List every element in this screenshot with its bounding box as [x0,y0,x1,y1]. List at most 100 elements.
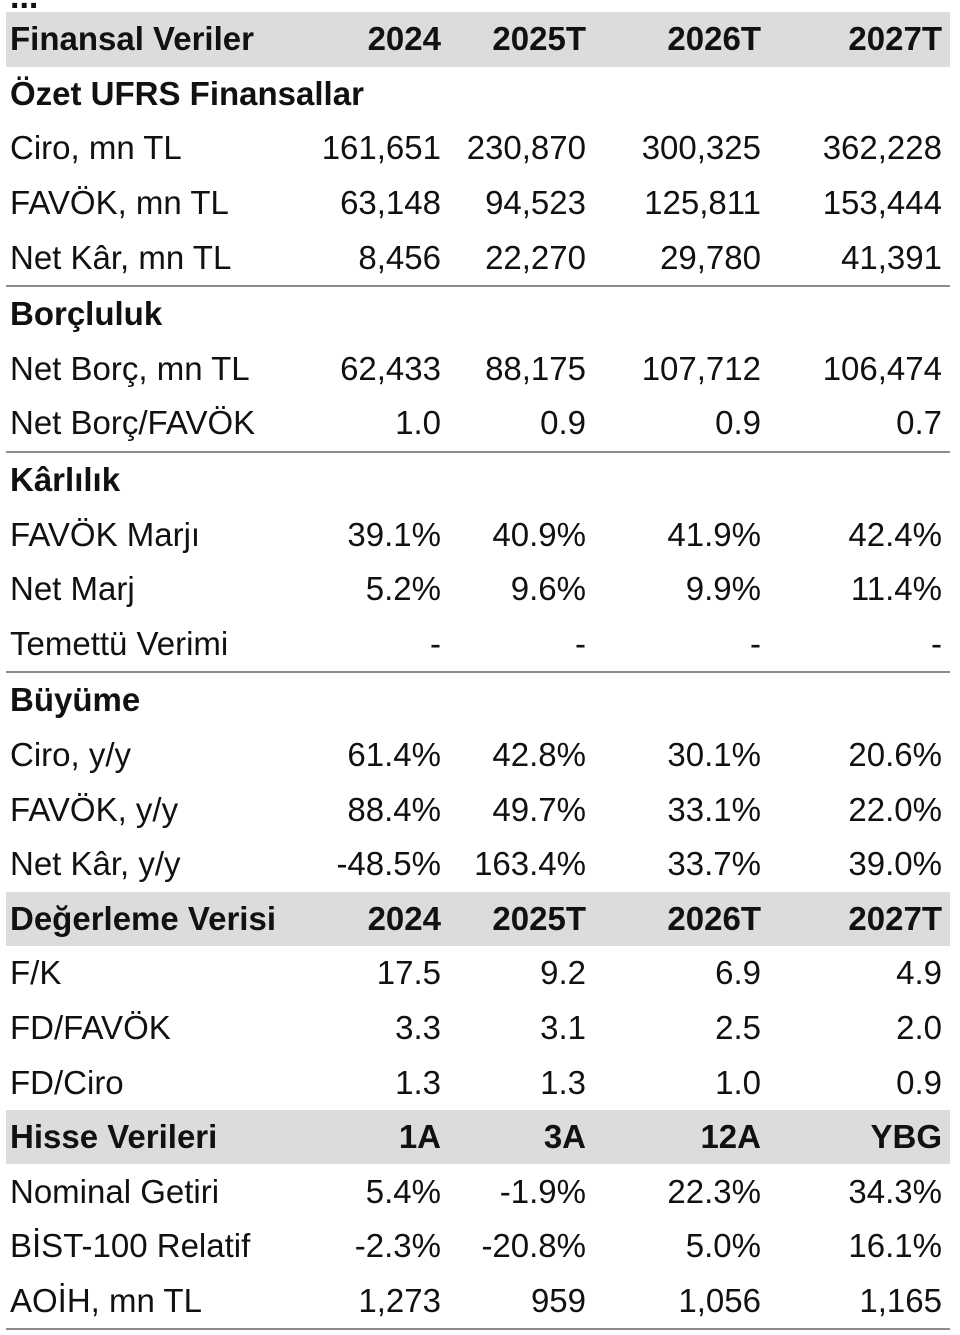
table-row: FAVÖK, mn TL 63,148 94,523 125,811 153,4… [6,176,950,231]
column-header: 2025T [449,891,594,947]
cell-value: -1.9% [499,1172,586,1210]
cell-value: 41.9% [667,515,761,553]
column-header: 2024 [304,891,449,947]
column-header: 2024 [304,12,449,67]
column-header: 2027T [769,12,950,67]
cell-value: 362,228 [822,129,942,167]
table-row: F/K 17.5 9.2 6.9 4.9 [6,946,950,1001]
cell-value: 6.9 [715,954,761,992]
table-row: FD/FAVÖK 3.3 3.1 2.5 2.0 [6,1001,950,1056]
cell-value: 22.3% [667,1172,761,1210]
cell-value: -48.5% [336,845,441,883]
cell-value: 1.3 [540,1063,586,1101]
row-label: Ciro, y/y [10,736,132,774]
row-label: FAVÖK, mn TL [10,184,229,222]
table-row: Net Borç, mn TL 62,433 88,175 107,712 10… [6,342,950,397]
row-label: Net Marj [10,570,135,608]
header-label: Finansal Veriler [6,12,304,67]
cell-value: 4.9 [896,954,942,992]
table-row: Net Kâr, y/y -48.5% 163.4% 33.7% 39.0% [6,837,950,892]
column-header: 1A [304,1109,449,1165]
cell-value: 8,456 [304,230,449,287]
cell-value: 2.5 [715,1008,761,1046]
column-header: 12A [594,1109,769,1165]
header-row-hisse-verileri: Hisse Verileri 1A 3A 12A YBG [6,1109,950,1165]
cell-value: - [304,616,449,674]
cell-value: 88,175 [485,349,586,387]
table-row: Net Marj 5.2% 9.6% 9.9% 11.4% [6,562,950,617]
table-row: Ciro, mn TL 161,651 230,870 300,325 362,… [6,121,950,176]
clipped-top-header: ... [0,0,960,12]
column-header: 2026T [594,891,769,947]
cell-value: 42.4% [848,515,942,553]
cell-value: 300,325 [641,129,761,167]
financial-data-table: Finansal Veriler 2024 2025T 2026T 2027T … [6,12,950,1331]
cell-value: 94,523 [485,184,586,222]
cell-value: 153,444 [822,184,942,222]
table-row: Nominal Getiri 5.4% -1.9% 22.3% 34.3% [6,1164,950,1219]
cell-value: 1,273 [304,1273,449,1331]
cell-value: 39.1% [347,515,441,553]
cell-value: 1.3 [395,1063,441,1101]
cell-value: 1,056 [594,1273,769,1331]
row-label: Ciro, mn TL [10,129,182,167]
cell-value: 30.1% [667,736,761,774]
cell-value: 9.9% [685,570,761,608]
table-row: Net Kâr, mn TL 8,456 22,270 29,780 41,39… [6,230,950,287]
cell-value: 41,391 [769,230,950,287]
cell-value: 33.1% [667,790,761,828]
cell-value: 61.4% [347,736,441,774]
row-label: AOİH, mn TL [6,1273,304,1331]
column-header: YBG [769,1109,950,1165]
row-label: FAVÖK Marjı [10,515,201,553]
cell-value: 49.7% [492,790,586,828]
cell-value: -2.3% [354,1227,441,1265]
row-label: Net Kâr, y/y [10,845,181,883]
cell-value: 42.8% [492,736,586,774]
row-label: Net Kâr, mn TL [6,230,304,287]
cell-value: 29,780 [594,230,769,287]
cell-value: 959 [449,1273,594,1331]
cell-value: 16.1% [848,1227,942,1265]
row-label: Temettü Verimi [6,616,304,674]
cell-value: 5.2% [365,570,441,608]
cell-value: 22,270 [449,230,594,287]
table-row: Net Borç/FAVÖK 1.0 0.9 0.9 0.7 [6,396,950,453]
cell-value: 0.7 [769,396,950,453]
cell-value: 39.0% [848,845,942,883]
clipped-header-text: ... [10,0,38,12]
table-row: FAVÖK, y/y 88.4% 49.7% 33.1% 22.0% [6,782,950,837]
cell-value: 33.7% [667,845,761,883]
cell-value: 88.4% [347,790,441,828]
cell-value: 62,433 [340,349,441,387]
table-row: BİST-100 Relatif -2.3% -20.8% 5.0% 16.1% [6,1219,950,1274]
table-row: AOİH, mn TL 1,273 959 1,056 1,165 [6,1273,950,1331]
header-row-degerleme-verisi: Değerleme Verisi 2024 2025T 2026T 2027T [6,891,950,947]
cell-value: 161,651 [321,129,441,167]
section-title: Büyüme [10,681,141,719]
cell-value: 125,811 [644,184,761,222]
cell-value: 11.4% [850,570,942,608]
cell-value: 9.2 [540,954,586,992]
section-title: Özet UFRS Finansallar [10,74,364,112]
cell-value: 1.0 [715,1063,761,1101]
header-row-finansal-veriler: Finansal Veriler 2024 2025T 2026T 2027T [6,12,950,67]
section-title: Borçluluk [10,295,163,333]
cell-value: 34.3% [848,1172,942,1210]
table-row: FAVÖK Marjı 39.1% 40.9% 41.9% 42.4% [6,507,950,562]
section-title-ozet-ufrs: Özet UFRS Finansallar [6,67,950,122]
cell-value: 5.4% [365,1172,441,1210]
header-label: Değerleme Verisi [6,891,304,947]
cell-value: 0.9 [594,396,769,453]
cell-value: 40.9% [492,515,586,553]
row-label: Net Borç/FAVÖK [6,396,304,453]
table-row: Temettü Verimi - - - - [6,616,950,674]
cell-value: - [769,616,950,674]
section-title-buyume: Büyüme [6,672,950,728]
cell-value: 9.6% [510,570,586,608]
cell-value: 17.5 [376,954,441,992]
row-label: BİST-100 Relatif [10,1227,251,1265]
column-header: 3A [449,1109,594,1165]
header-label: Hisse Verileri [6,1109,304,1165]
section-title-karlilik: Kârlılık [6,452,950,508]
